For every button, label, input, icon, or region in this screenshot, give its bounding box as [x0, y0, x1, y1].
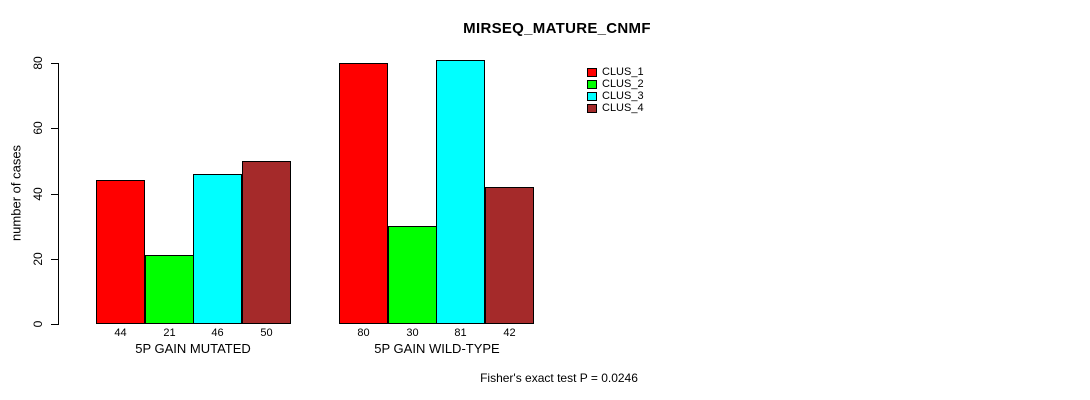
legend-label: CLUS_3 — [602, 90, 644, 102]
y-tick-label: 40 — [31, 187, 45, 201]
footer-annotation: Fisher's exact test P = 0.0246 — [480, 371, 638, 385]
legend-swatch — [587, 103, 597, 113]
bar — [145, 255, 194, 324]
legend-label: CLUS_2 — [602, 78, 644, 90]
legend: CLUS_1 CLUS_2 CLUS_3 CLUS_4 — [587, 66, 644, 114]
bar-value-label: 42 — [503, 327, 516, 339]
group-label-wildtype: 5P GAIN WILD-TYPE — [374, 341, 500, 356]
bar-value-label: 46 — [211, 327, 224, 339]
legend-label: CLUS_4 — [602, 102, 644, 114]
group-label-mutated: 5P GAIN MUTATED — [135, 341, 251, 356]
bar-value-label: 81 — [454, 327, 467, 339]
bar — [242, 161, 291, 324]
bar-value-label: 30 — [406, 327, 419, 339]
y-axis-line — [58, 63, 59, 325]
y-tick-label: 60 — [31, 121, 45, 135]
y-axis-label: number of cases — [8, 144, 24, 242]
legend-swatch — [587, 91, 597, 101]
y-tick — [51, 194, 58, 195]
y-tick — [51, 324, 58, 325]
legend-item: CLUS_3 — [587, 90, 644, 102]
y-tick-label: 0 — [31, 320, 45, 328]
y-tick — [51, 128, 58, 129]
y-tick — [51, 259, 58, 260]
chart-title: MIRSEQ_MATURE_CNMF — [463, 20, 651, 37]
bar-value-label: 21 — [163, 327, 176, 339]
bar — [388, 226, 437, 324]
bar — [485, 187, 534, 324]
legend-swatch — [587, 79, 597, 89]
legend-item: CLUS_4 — [587, 102, 644, 114]
bar — [436, 60, 485, 324]
bar — [339, 63, 388, 324]
y-tick — [51, 63, 58, 64]
bar — [193, 174, 242, 324]
legend-item: CLUS_1 — [587, 66, 644, 78]
legend-swatch — [587, 67, 597, 77]
y-tick-label: 80 — [31, 56, 45, 70]
legend-item: CLUS_2 — [587, 78, 644, 90]
bar-value-label: 50 — [260, 327, 273, 339]
y-tick-label: 20 — [31, 252, 45, 266]
legend-label: CLUS_1 — [602, 66, 644, 78]
bar-value-label: 44 — [114, 327, 127, 339]
bar-value-label: 80 — [357, 327, 370, 339]
bar — [96, 180, 145, 324]
